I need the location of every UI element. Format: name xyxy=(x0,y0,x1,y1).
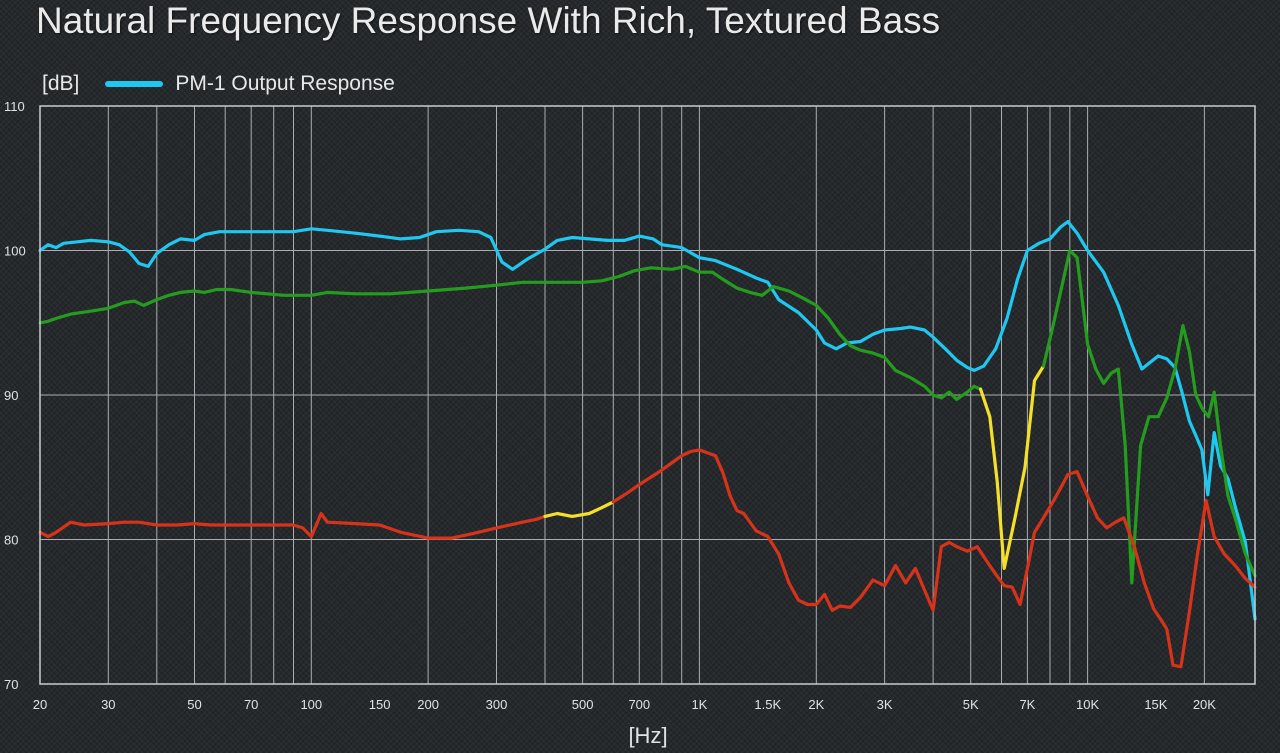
x-tick-label: 700 xyxy=(628,697,650,712)
y-tick-label: 90 xyxy=(4,388,18,403)
series-line-5 xyxy=(543,500,615,518)
x-tick-label: 150 xyxy=(369,697,391,712)
x-tick-label: 500 xyxy=(572,697,594,712)
x-tick-label: 2K xyxy=(808,697,824,712)
legend: [dB] PM-1 Output Response xyxy=(42,72,395,96)
legend-swatch xyxy=(105,81,164,87)
x-tick-label: 20 xyxy=(33,697,47,712)
y-tick-label: 70 xyxy=(4,677,18,692)
x-tick-label: 1.5K xyxy=(754,697,781,712)
x-tick-label: 300 xyxy=(486,697,508,712)
y-axis-unit-label: [dB] xyxy=(42,72,80,95)
x-tick-label: 50 xyxy=(187,697,201,712)
series-line-3 xyxy=(1041,248,1257,585)
plot-frame xyxy=(39,105,1256,685)
series-line-1 xyxy=(38,264,983,401)
y-tick-label: 80 xyxy=(4,533,18,548)
x-tick-label: 10K xyxy=(1076,697,1099,712)
series-line-4 xyxy=(38,511,547,540)
x-tick-label: 5K xyxy=(963,697,979,712)
x-tick-label: 15K xyxy=(1144,697,1167,712)
axis-ticks: 20 30 50 70 100 150 200 300 500 700 1K 1.5K 2K 3K 5K 7K… xyxy=(4,99,1216,712)
x-tick-label: 20K xyxy=(1193,697,1216,712)
x-axis-label: [Hz] xyxy=(628,723,667,748)
x-tick-label: 70 xyxy=(244,697,258,712)
x-tick-label: 1K xyxy=(691,697,707,712)
series-line-2 xyxy=(979,364,1046,570)
x-tick-label: 3K xyxy=(877,697,893,712)
legend-label: PM-1 Output Response xyxy=(175,72,395,95)
x-tick-label: 7K xyxy=(1019,697,1035,712)
chart-title: Natural Frequency Response With Rich, Te… xyxy=(36,0,941,41)
x-tick-label: 100 xyxy=(300,697,322,712)
series-line-6 xyxy=(611,448,1257,669)
grid xyxy=(39,105,1255,685)
x-tick-label: 200 xyxy=(417,697,439,712)
y-tick-label: 100 xyxy=(4,244,26,259)
x-tick-label: 30 xyxy=(101,697,115,712)
series-layer xyxy=(38,220,1257,669)
series-line-pm1-output-response xyxy=(38,220,1257,621)
y-tick-label: 110 xyxy=(4,99,25,114)
